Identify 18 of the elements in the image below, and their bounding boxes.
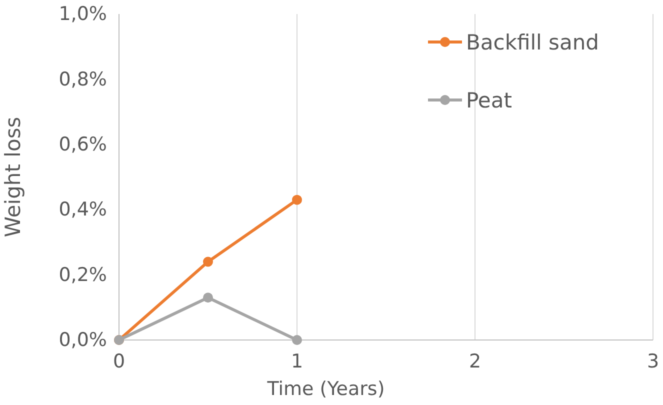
x-tick-label: 0	[112, 350, 126, 372]
y-tick-label: 0,0%	[58, 329, 107, 352]
y-tick-label: 1,0%	[58, 3, 107, 26]
y-tick-label: 0,2%	[58, 264, 107, 286]
legend-label: Backfill sand	[466, 30, 600, 54]
point	[203, 292, 213, 303]
x-tick-label: 2	[468, 350, 482, 372]
y-tick-label: 0,4%	[58, 198, 107, 221]
y-tick-label: 0,8%	[58, 68, 107, 90]
point	[292, 194, 302, 205]
point	[203, 256, 213, 267]
x-tick-label: 1	[290, 350, 304, 372]
x-tick-label: 3	[646, 350, 660, 372]
y-tick-label: 0,6%	[58, 133, 107, 156]
x-axis-title: Time (Years)	[266, 378, 385, 400]
point	[292, 335, 302, 345]
legend-label: Peat	[466, 88, 512, 112]
y-axis-title: Weight loss	[1, 116, 25, 238]
